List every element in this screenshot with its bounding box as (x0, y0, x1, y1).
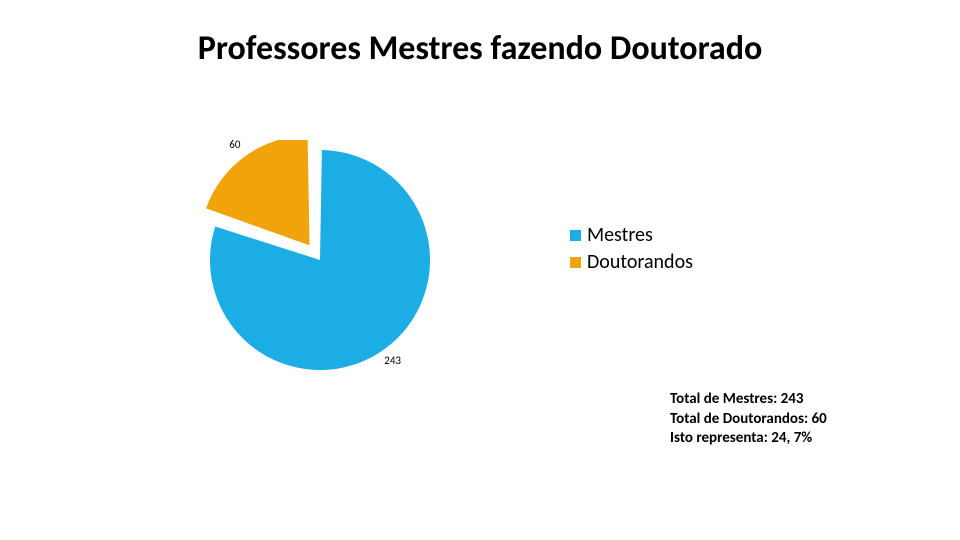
pie-label-doutorandos: 60 (229, 138, 240, 151)
summary-line-2: Total de Doutorandos: 60 (670, 410, 827, 430)
pie-chart-svg (200, 140, 440, 380)
legend-swatch-doutorandos (570, 257, 581, 268)
summary-line-1: Total de Mestres: 243 (670, 390, 827, 410)
legend-item-mestres: Mestres (570, 222, 693, 249)
page-title: Professores Mestres fazendo Doutorado (0, 28, 960, 69)
slide: Professores Mestres fazendo Doutorado 24… (0, 0, 960, 540)
pie-chart: 243 60 (200, 140, 440, 380)
legend-swatch-mestres (570, 230, 581, 241)
legend-label-doutorandos: Doutorandos (587, 249, 693, 276)
legend-label-mestres: Mestres (587, 222, 653, 249)
legend: Mestres Doutorandos (570, 222, 693, 276)
summary-line-3: Isto representa: 24, 7% (670, 429, 827, 449)
legend-item-doutorandos: Doutorandos (570, 249, 693, 276)
summary-block: Total de Mestres: 243 Total de Doutorand… (670, 390, 827, 449)
pie-label-mestres: 243 (384, 354, 401, 367)
